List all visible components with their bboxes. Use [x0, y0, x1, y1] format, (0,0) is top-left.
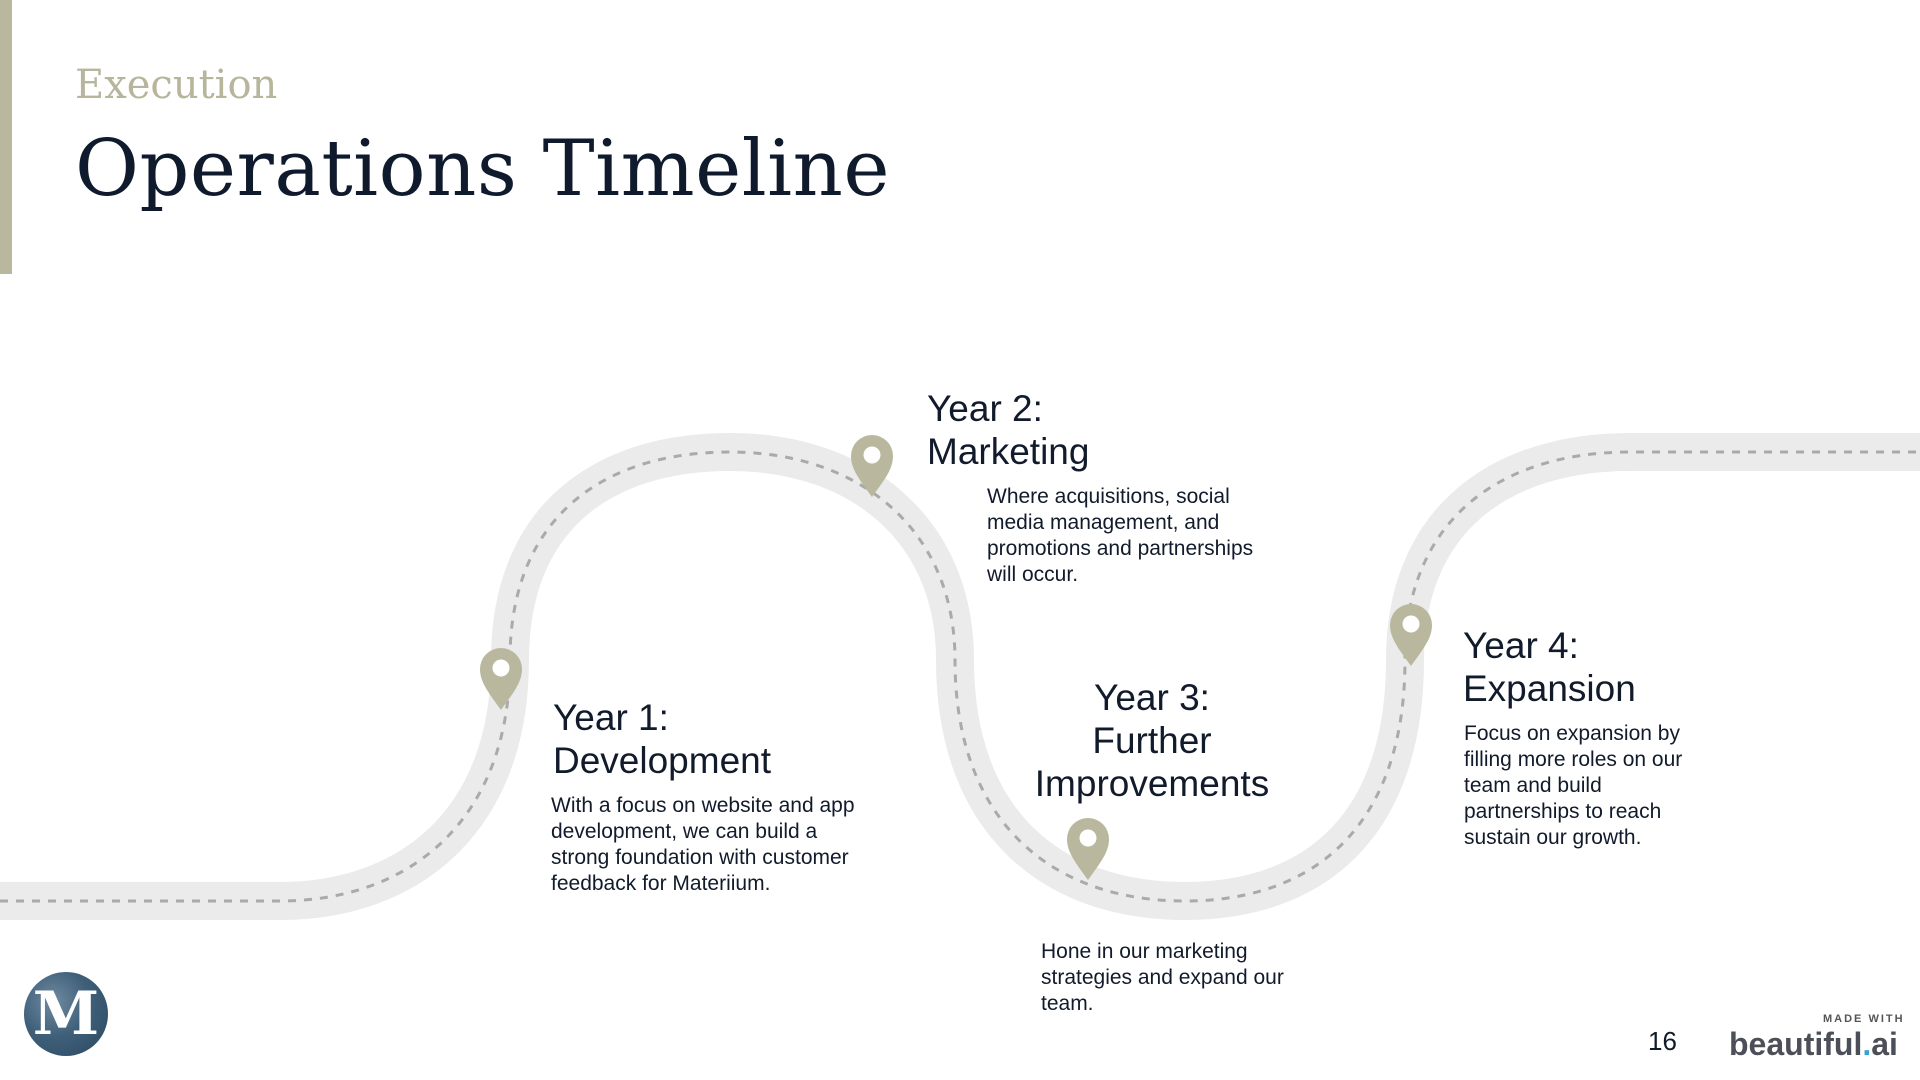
milestone-title-year-4: Year 4: Expansion	[1463, 624, 1636, 710]
milestone-title-year-1: Year 1: Development	[553, 696, 771, 782]
milestone-year-label: Year 4:	[1463, 625, 1579, 666]
milestone-phase-label: Development	[553, 740, 772, 781]
brand-wordmark[interactable]: beautiful.ai	[1729, 1026, 1898, 1063]
section-label: Execution	[75, 62, 278, 108]
milestone-phase-label: Expansion	[1463, 668, 1636, 709]
brand-dot: .	[1862, 1026, 1872, 1062]
company-logo: M	[24, 972, 108, 1056]
milestone-description-year-2: Where acquisitions, social media managem…	[987, 485, 1254, 586]
map-pin-icon	[1067, 818, 1109, 880]
accent-bar	[0, 0, 12, 274]
road-centerline	[0, 450, 1920, 903]
map-pin-icon	[1390, 604, 1432, 666]
map-pin-icon	[851, 435, 893, 497]
brand-name: beautiful	[1729, 1026, 1863, 1062]
milestone-year-label: Year 2:	[927, 388, 1043, 429]
page-number: 16	[1648, 1026, 1677, 1056]
milestone-title-year-2: Year 2: Marketing	[927, 387, 1089, 473]
milestone-title-year-3: Year 3: Further Improvements	[1022, 676, 1282, 805]
milestone-year-label: Year 1:	[553, 697, 669, 738]
milestone-description-year-3: Hone in our marketing strategies and exp…	[1041, 940, 1284, 1015]
brand-suffix: ai	[1871, 1026, 1898, 1062]
milestone-phase-label: Improvements	[1034, 763, 1270, 804]
map-pin-icon	[480, 648, 522, 710]
milestone-description-year-4: Focus on expansion by filling more roles…	[1464, 722, 1683, 849]
logo-letter: M	[32, 979, 100, 1049]
milestone-phase-label: Further	[1092, 720, 1212, 761]
made-with-label: MADE WITH	[1823, 1013, 1905, 1025]
milestone-description-year-1: With a focus on website and app developm…	[551, 794, 855, 895]
milestone-phase-label: Marketing	[927, 431, 1090, 472]
milestone-year-label: Year 3:	[1094, 677, 1210, 718]
slide-title: Operations Timeline	[75, 124, 891, 214]
